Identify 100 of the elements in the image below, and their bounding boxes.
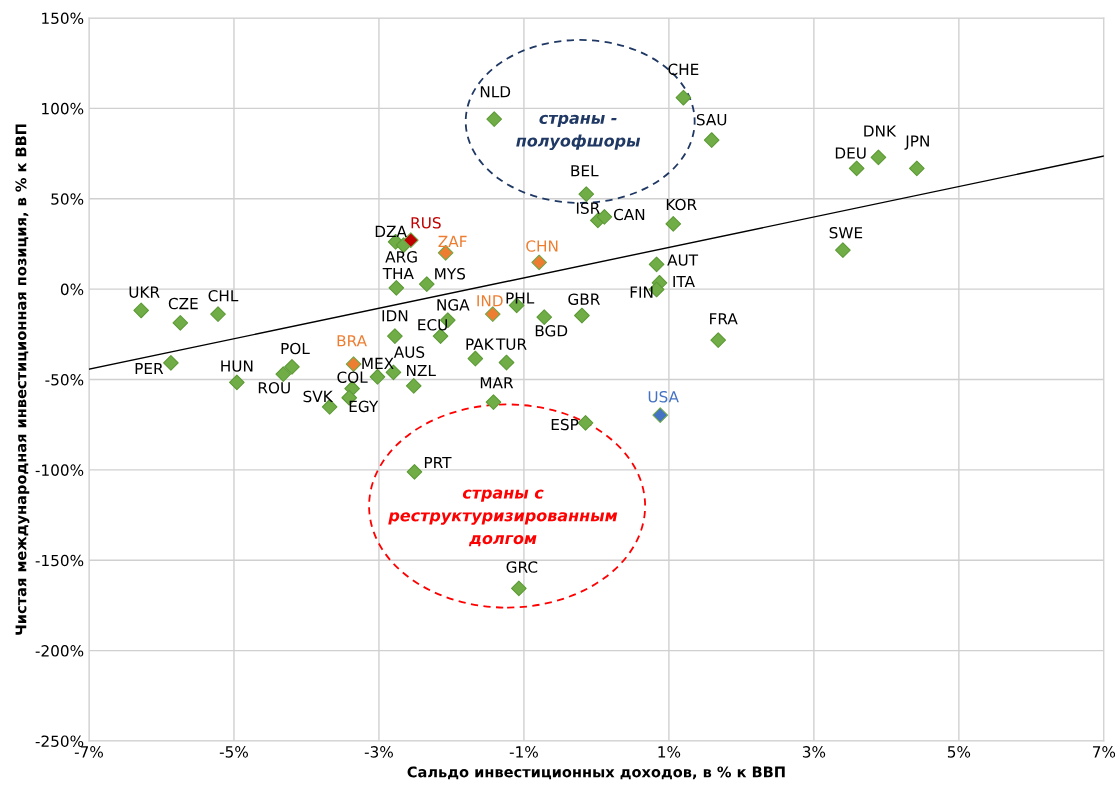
series-label: DZA: [375, 225, 407, 237]
series-label: UKR: [129, 286, 160, 298]
point: [406, 464, 423, 480]
series-label: NGA: [437, 299, 470, 311]
x-tick-label: -3%: [364, 746, 393, 758]
series-label: THA: [382, 267, 414, 280]
x-tick-label: 7%: [1092, 746, 1115, 758]
annotation: страны - полуофшоры: [516, 114, 641, 150]
point: [511, 580, 527, 597]
series-label: EGY: [349, 400, 379, 413]
series-label: NLD: [480, 86, 511, 98]
series-label: BEL: [571, 165, 599, 177]
series-label: POL: [281, 342, 310, 355]
series-label: DNK: [864, 125, 897, 137]
series-label: DEU: [835, 147, 866, 159]
y-tick-label: 150%: [42, 12, 84, 25]
series-label: ITA: [673, 275, 695, 288]
point: [345, 356, 362, 372]
series-label: ISR: [576, 202, 600, 214]
point: [405, 377, 422, 394]
series-label: FRA: [710, 313, 738, 325]
series-label: NZL: [407, 364, 436, 377]
point: [870, 149, 887, 166]
series-label: BGD: [535, 325, 568, 337]
series-label: KOR: [666, 198, 697, 211]
y-tick-label: 50%: [51, 193, 84, 205]
point: [284, 359, 300, 375]
y-axis-title: Чистая международная инвестиционная позиция, в % к ВВП: [15, 124, 30, 635]
point: [210, 306, 226, 322]
x-tick-label: 3%: [802, 746, 826, 758]
x-tick-label: -5%: [219, 746, 248, 758]
series-label: CAN: [613, 208, 645, 221]
series-label: CZE: [168, 297, 198, 310]
series-label: MAR: [480, 377, 514, 389]
point: [369, 368, 386, 385]
series-label: TUR: [495, 338, 527, 350]
x-tick-label: -7%: [74, 746, 104, 758]
series-label: USA: [648, 390, 679, 403]
series-label: ROU: [258, 381, 290, 394]
point: [388, 280, 405, 296]
point: [574, 307, 590, 324]
series-label: SWE: [829, 226, 863, 239]
series-label: MYS: [435, 267, 466, 280]
x-tick-label: -1%: [509, 746, 538, 758]
point: [418, 276, 435, 292]
point: [577, 415, 594, 431]
series-label: GRC: [506, 561, 538, 573]
series-label: PRT: [424, 456, 452, 469]
point: [485, 394, 502, 410]
series-label: FIN: [630, 286, 653, 298]
series-label: BRA: [337, 335, 367, 347]
point: [275, 366, 292, 382]
series-label: SVK: [303, 390, 334, 403]
x-tick-label: 5%: [947, 746, 971, 758]
point: [229, 374, 245, 391]
y-tick-label: -100%: [35, 464, 84, 476]
series-label: ESP: [551, 418, 579, 431]
series-label: PAK: [466, 338, 495, 350]
series-label: RUS: [411, 217, 441, 229]
point: [675, 89, 692, 106]
series-label: ECU: [418, 318, 447, 331]
point: [498, 354, 515, 371]
series-label: IND: [477, 295, 503, 307]
point: [133, 302, 150, 319]
y-tick-label: -150%: [35, 554, 84, 567]
series-label: HUN: [221, 360, 253, 372]
point: [163, 355, 179, 371]
x-tick-label: 1%: [658, 746, 681, 758]
series-label: PER: [135, 362, 164, 375]
x-axis-title: Сальдо инвестиционных доходов, в % к ВВП: [407, 766, 785, 780]
series-label: SAU: [696, 113, 727, 126]
y-tick-label: -200%: [35, 645, 84, 657]
series-label: PHL: [506, 292, 535, 304]
point: [710, 332, 727, 348]
point: [648, 256, 665, 273]
series-label: CHL: [208, 289, 239, 302]
series-label: AUS: [393, 346, 425, 358]
point: [536, 309, 553, 325]
series-label: ZAF: [438, 235, 467, 248]
point: [848, 160, 865, 177]
series-label: COL: [337, 371, 368, 383]
point: [665, 216, 682, 232]
series-label: CHE: [668, 63, 699, 76]
point: [467, 350, 484, 367]
point: [531, 254, 547, 271]
series-label: AUT: [667, 254, 699, 266]
series-label: MEX: [362, 357, 394, 369]
series-label: CHN: [526, 240, 558, 252]
y-tick-label: -250%: [35, 735, 84, 747]
point: [652, 407, 669, 423]
annotation: страны с реструктуризированным долгом: [388, 489, 618, 547]
point: [578, 186, 595, 202]
y-tick-label: 0%: [60, 283, 84, 296]
point: [387, 328, 403, 344]
series-label: ARG: [385, 251, 417, 263]
point: [703, 132, 720, 148]
series-label: JPN: [904, 135, 929, 150]
y-tick-label: 100%: [42, 102, 84, 115]
point: [484, 306, 501, 322]
point: [486, 111, 503, 127]
